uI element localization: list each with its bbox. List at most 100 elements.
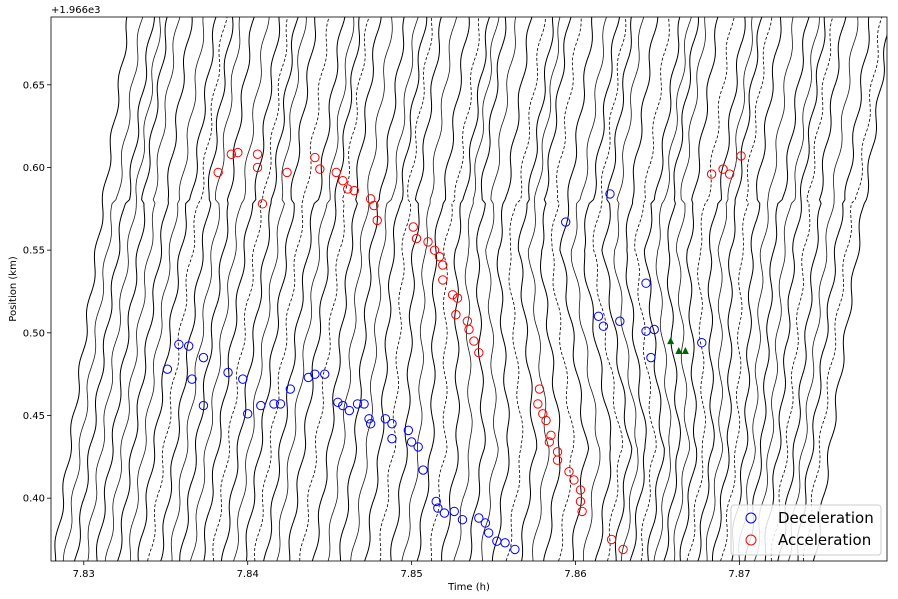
acceleration-point xyxy=(423,237,433,247)
acceleration-point xyxy=(411,233,422,244)
trajectory-line xyxy=(625,17,659,561)
deceleration-point xyxy=(561,217,571,227)
y-tick-label: 0.60 xyxy=(23,163,45,174)
trajectory-line xyxy=(796,17,870,561)
deceleration-point xyxy=(433,503,443,513)
trajectory-line xyxy=(441,17,490,561)
acceleration-point xyxy=(451,309,461,320)
x-axis: 7.83 7.84 7.85 7.86 7.87 xyxy=(73,561,751,580)
deceleration-point xyxy=(198,400,209,411)
trajectory-line xyxy=(254,17,330,561)
legend-deceleration-label: Deceleration xyxy=(778,509,874,527)
deceleration-point xyxy=(223,367,233,378)
acceleration-point xyxy=(718,164,728,174)
trajectory-line xyxy=(117,17,193,561)
trajectory-line xyxy=(697,17,746,561)
triangle-point xyxy=(667,337,675,345)
trajectory-line xyxy=(137,17,217,561)
deceleration-point xyxy=(403,425,414,436)
deceleration-point xyxy=(387,433,397,444)
y-axis-label: Position (km) xyxy=(8,256,19,322)
triangle-point xyxy=(681,347,689,355)
deceleration-point xyxy=(238,374,248,384)
deceleration-point xyxy=(598,321,609,331)
acceleration-point xyxy=(724,169,735,179)
y-axis: 0.40 0.45 0.50 0.55 0.60 0.65 xyxy=(23,80,51,505)
deceleration-point xyxy=(285,384,296,394)
trajectory-line xyxy=(481,17,516,561)
deceleration-point xyxy=(510,544,520,555)
acceleration-point xyxy=(315,164,325,174)
acceleration-point xyxy=(282,167,292,178)
acceleration-point xyxy=(564,467,574,477)
acceleration-point xyxy=(429,245,440,255)
y-tick-label: 0.55 xyxy=(23,246,45,257)
deceleration-point xyxy=(641,278,651,288)
acceleration-point xyxy=(331,167,341,178)
trajectory-line xyxy=(327,17,393,561)
acceleration-point xyxy=(369,200,379,211)
trajectory-line xyxy=(686,17,735,561)
acceleration-point xyxy=(310,152,320,163)
acceleration-point xyxy=(534,384,545,394)
trajectory-line xyxy=(613,17,645,561)
deceleration-point xyxy=(387,419,397,429)
acceleration-point xyxy=(541,415,551,426)
acceleration-point xyxy=(452,293,463,303)
deceleration-point xyxy=(256,400,266,411)
x-tick-label: 7.83 xyxy=(73,569,95,580)
trajectory-line xyxy=(505,17,546,561)
y-tick-label: 0.40 xyxy=(23,494,45,505)
trajectory-line xyxy=(539,17,572,561)
acceleration-point xyxy=(606,534,617,545)
deceleration-point xyxy=(333,397,343,407)
trajectory-line xyxy=(559,17,593,561)
trajectory-line xyxy=(583,17,621,561)
trajectory-line xyxy=(706,17,753,561)
acceleration-point xyxy=(577,506,587,517)
deceleration-point xyxy=(359,399,369,409)
trajectory-line xyxy=(62,17,144,561)
acceleration-point xyxy=(736,151,746,161)
y-tick-label: 0.50 xyxy=(23,328,45,339)
trajectory-line xyxy=(788,17,859,561)
trajectory-line xyxy=(764,17,826,561)
trajectory-line xyxy=(592,17,627,561)
acceleration-point xyxy=(575,496,586,507)
trajectory-line xyxy=(203,17,281,561)
trajectory-line xyxy=(129,17,205,561)
acceleration-point xyxy=(434,252,445,262)
trajectory-line xyxy=(634,17,670,561)
trajectory-line xyxy=(754,17,820,561)
trajectory-line xyxy=(601,17,633,561)
x-tick-label: 7.87 xyxy=(728,569,750,580)
acceleration-point xyxy=(213,167,223,178)
deceleration-point xyxy=(303,372,314,383)
acceleration-point xyxy=(706,169,717,179)
trajectory-line xyxy=(469,17,507,561)
acceleration-point xyxy=(233,147,243,158)
deceleration-point xyxy=(615,316,625,326)
deceleration-point xyxy=(338,400,348,411)
acceleration-point xyxy=(546,430,556,441)
trajectory-line xyxy=(770,17,834,561)
y-tick-label: 0.45 xyxy=(23,411,45,422)
trajectory-line xyxy=(812,34,887,561)
trajectory-line xyxy=(744,17,810,561)
trajectory-line xyxy=(87,17,161,561)
trajectory-line xyxy=(738,17,794,561)
legend-deceleration-marker xyxy=(745,512,757,524)
deceleration-point xyxy=(457,514,468,525)
trajectory-line xyxy=(220,17,299,561)
deceleration-point xyxy=(183,341,194,351)
trajectory-line xyxy=(95,17,168,561)
trajectory-line xyxy=(212,17,289,561)
plot-frame xyxy=(50,16,888,562)
trajectory-line xyxy=(517,17,554,561)
trajectory-line xyxy=(731,17,782,561)
acceleration-point xyxy=(538,409,548,419)
deceleration-point xyxy=(474,513,484,523)
triangle-point xyxy=(675,347,683,355)
acceleration-point xyxy=(252,149,263,159)
trajectory-line xyxy=(54,17,128,561)
